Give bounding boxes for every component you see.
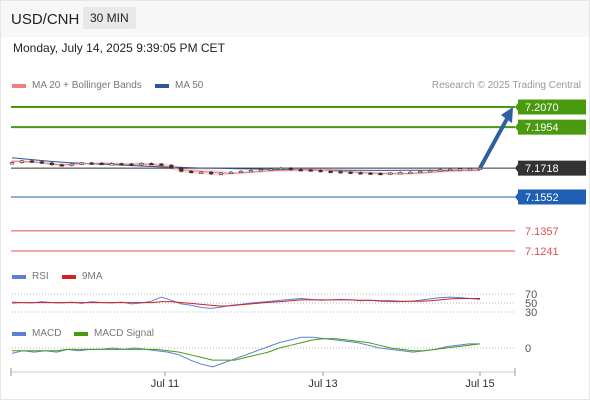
price-candle [248,170,254,173]
price-candle [99,162,104,166]
legend-macd: MACD [12,328,61,339]
interval-button[interactable]: 30 MIN [83,7,136,29]
ma20-swatch [12,83,26,88]
time-tick-label: Jul 15 [465,378,494,390]
price-candle [338,171,343,174]
price-candle [119,163,124,166]
legend-ma20-label: MA 20 + Bollinger Bands [32,80,142,91]
level-tag-resistance-1 [518,119,586,135]
price-candle [288,167,293,170]
price-candle [328,170,333,174]
symbol-label: USD/CNH [11,11,80,28]
price-candle [408,171,413,174]
level-tag-pointer-3 [515,192,518,201]
price-candle [199,171,204,174]
rsi-tick-label: 70 [525,289,537,301]
macd-tick-label: 0 [525,343,531,355]
price-candle [159,163,164,166]
price-candle [467,168,473,171]
price-candle [109,163,114,166]
price-candle [368,172,373,175]
price-candle [348,171,353,174]
macd-line [11,336,480,368]
macd-signal-line [12,338,481,361]
price-candle [29,160,35,163]
timestamp: Monday, July 14, 2025 9:39:05 PM CET [13,41,225,55]
level-tag-current-2 [518,160,586,176]
price-candle [219,172,224,175]
rsi-ma-swatch [62,274,76,279]
level-label-pivot-3: 7.1552 [525,192,559,204]
level-tag-pointer-0 [515,103,518,111]
legend-ma50: MA 50 [155,80,203,91]
rsi-tick-label: 30 [525,307,537,319]
legend-macd-label: MACD [32,328,62,339]
forecast-arrow-head [501,107,513,123]
price-candle [308,169,313,172]
legend-ma20: MA 20 + Bollinger Bands [12,80,142,91]
price-candle [9,162,15,165]
price-candle [39,161,44,164]
price-candle [438,169,443,172]
price-candle [49,162,54,165]
price-candle [278,167,283,170]
price-candle [69,163,74,166]
price-candle [418,170,423,174]
level-label-current-2: 7.1718 [525,163,559,175]
price-candle [378,173,383,176]
level-tag-pivot-3 [518,189,586,205]
price-candle [398,172,403,175]
rsi-tick-label: 50 [525,298,537,310]
copyright: Research © 2025 Trading Central [431,80,581,91]
price-candle [169,164,174,169]
level-label-resistance-0: 7.2070 [525,102,559,114]
level-tag-resistance-0 [518,99,586,115]
price-candle [428,170,433,173]
price-candle [79,162,84,165]
price-candle [457,168,463,171]
rsi-swatch [12,274,26,279]
price-candle [238,170,244,174]
level-label-support-4: 7.1357 [525,226,559,238]
macd-signal-swatch [74,331,88,336]
price-candle [19,160,25,163]
legend-rsi-ma-label: 9MA [82,271,103,282]
price-candle [358,172,363,175]
price-candle [268,168,273,171]
price-candle [448,168,453,171]
legend-ma50-label: MA 50 [175,80,204,91]
price-candle [298,169,303,172]
legend-rsi-label: RSI [32,271,49,282]
chart-header: USD/CNH 30 MIN [1,1,589,37]
legend-macd-signal-label: MACD Signal [94,328,155,339]
macd-swatch [12,331,26,336]
time-tick-label: Jul 13 [308,378,337,390]
forecast-arrow-shaft [478,116,510,170]
price-candle [89,162,94,165]
price-candle [318,170,323,173]
ma50-swatch [155,83,169,88]
price-candle [228,171,234,174]
time-tick-label: Jul 11 [151,378,180,390]
price-candle [149,163,154,166]
level-label-resistance-1: 7.1954 [525,122,559,134]
price-candle [189,170,194,174]
price-candle [139,163,144,166]
price-candle [59,164,64,167]
level-label-support-5: 7.1241 [525,246,559,258]
price-candle [209,171,214,175]
legend-rsi: RSI [12,271,49,282]
legend-macd-signal: MACD Signal [74,328,154,339]
level-tag-pointer-1 [515,123,518,132]
price-candle [129,163,134,166]
price-candle [258,169,264,172]
price-candle [388,172,393,175]
legend-rsi-ma: 9MA [62,271,103,282]
price-candle [179,167,184,172]
level-tag-pointer-2 [515,164,518,173]
rsi-ma-line [11,298,480,307]
